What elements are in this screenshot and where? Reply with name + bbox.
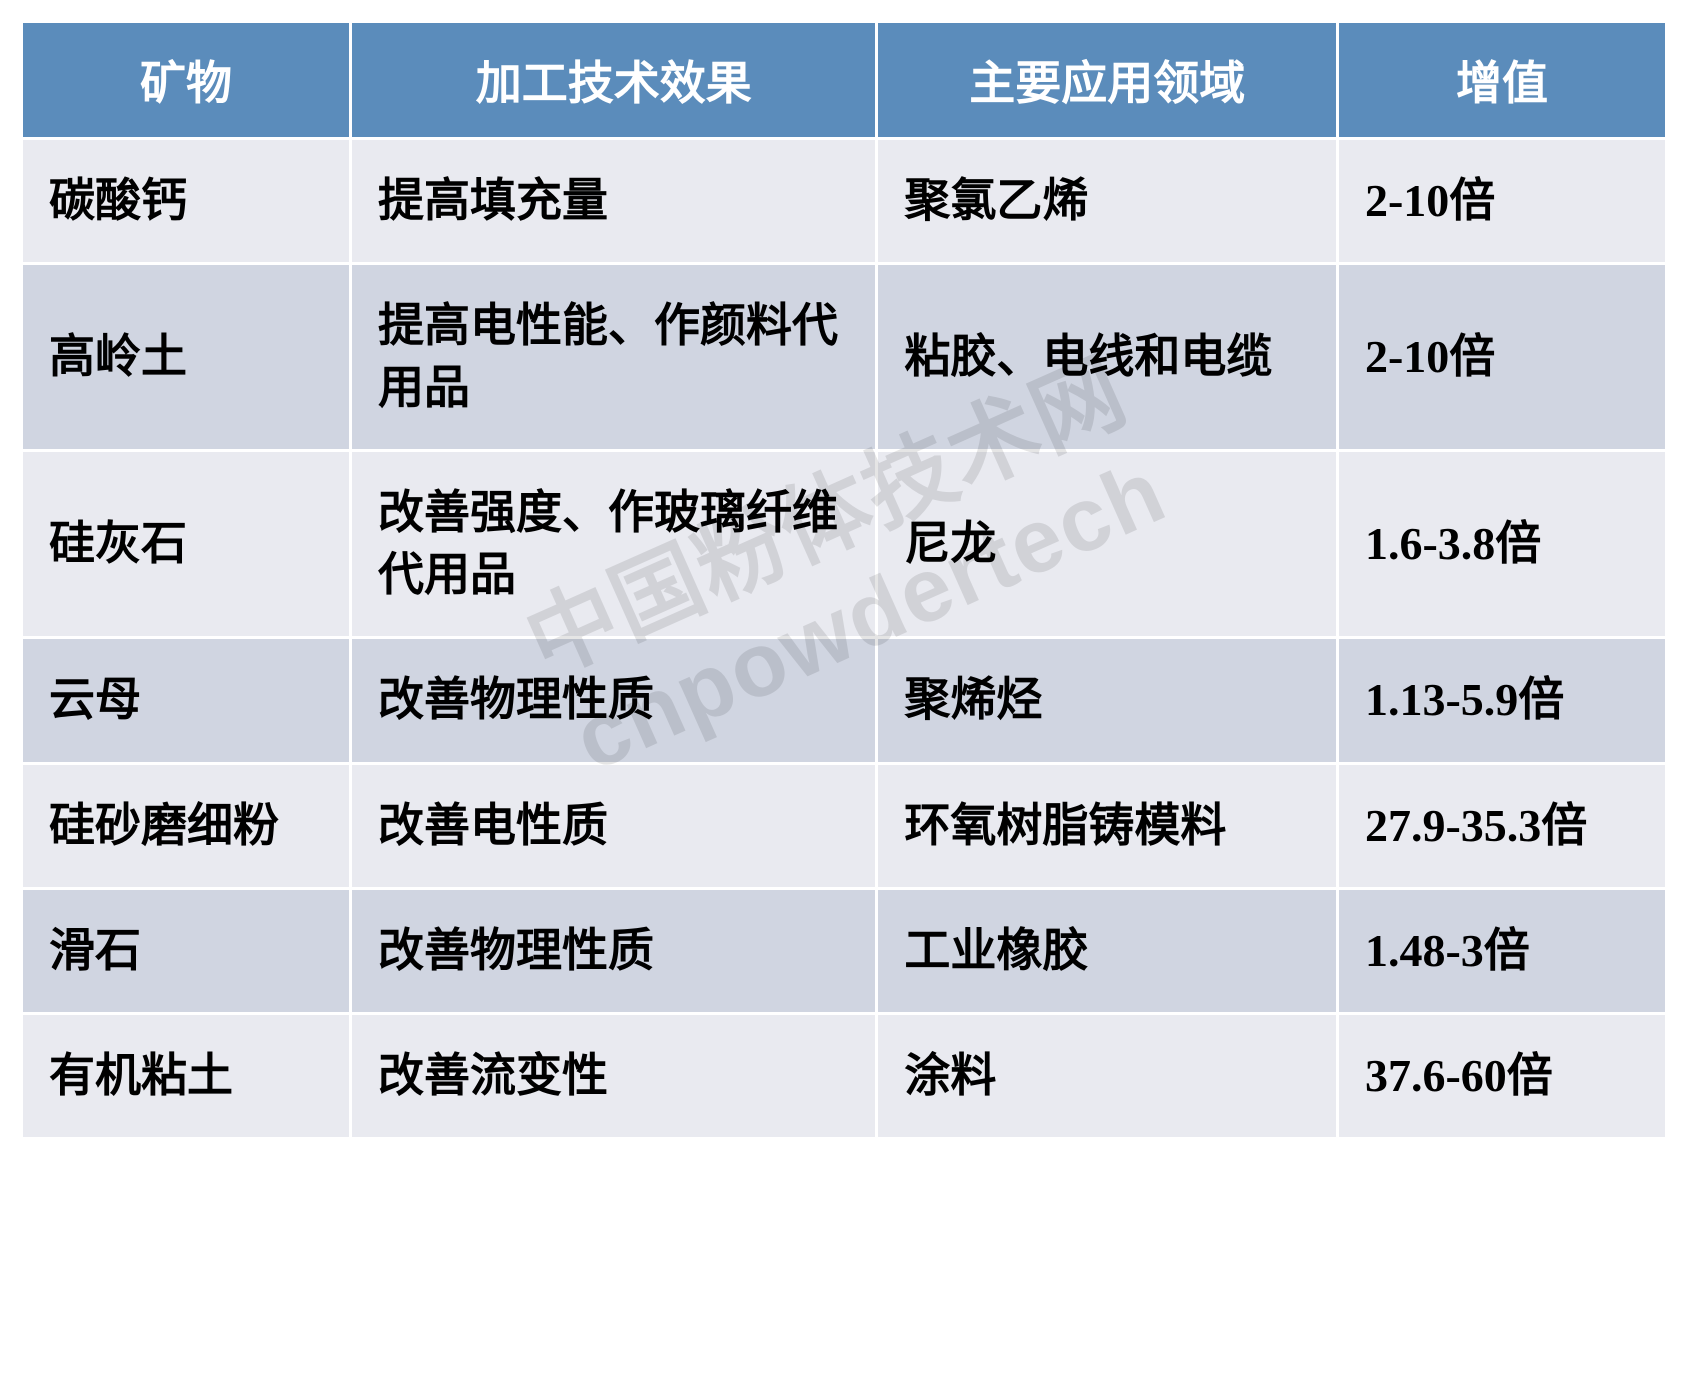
table-row: 有机粘土 改善流变性 涂料 37.6-60倍 [22, 1013, 1667, 1138]
table-row: 碳酸钙 提高填充量 聚氯乙烯 2-10倍 [22, 139, 1667, 264]
header-added-value: 增值 [1337, 22, 1666, 139]
header-process-effect: 加工技术效果 [351, 22, 877, 139]
cell-application: 涂料 [877, 1013, 1338, 1138]
cell-mineral: 高岭土 [22, 264, 351, 451]
cell-mineral: 有机粘土 [22, 1013, 351, 1138]
cell-added-value: 2-10倍 [1337, 139, 1666, 264]
cell-application: 尼龙 [877, 451, 1338, 638]
table-row: 高岭土 提高电性能、作颜料代用品 粘胶、电线和电缆 2-10倍 [22, 264, 1667, 451]
cell-application: 粘胶、电线和电缆 [877, 264, 1338, 451]
cell-added-value: 1.13-5.9倍 [1337, 638, 1666, 763]
table-row: 滑石 改善物理性质 工业橡胶 1.48-3倍 [22, 888, 1667, 1013]
cell-application: 聚氯乙烯 [877, 139, 1338, 264]
cell-added-value: 2-10倍 [1337, 264, 1666, 451]
cell-process-effect: 提高电性能、作颜料代用品 [351, 264, 877, 451]
cell-process-effect: 改善强度、作玻璃纤维代用品 [351, 451, 877, 638]
header-row: 矿物 加工技术效果 主要应用领域 增值 [22, 22, 1667, 139]
cell-mineral: 硅灰石 [22, 451, 351, 638]
cell-mineral: 硅砂磨细粉 [22, 763, 351, 888]
cell-added-value: 1.6-3.8倍 [1337, 451, 1666, 638]
cell-mineral: 滑石 [22, 888, 351, 1013]
cell-added-value: 37.6-60倍 [1337, 1013, 1666, 1138]
table-row: 云母 改善物理性质 聚烯烃 1.13-5.9倍 [22, 638, 1667, 763]
cell-mineral: 云母 [22, 638, 351, 763]
cell-added-value: 1.48-3倍 [1337, 888, 1666, 1013]
cell-application: 环氧树脂铸模料 [877, 763, 1338, 888]
table-row: 硅灰石 改善强度、作玻璃纤维代用品 尼龙 1.6-3.8倍 [22, 451, 1667, 638]
table-body: 碳酸钙 提高填充量 聚氯乙烯 2-10倍 高岭土 提高电性能、作颜料代用品 粘胶… [22, 139, 1667, 1139]
table-head: 矿物 加工技术效果 主要应用领域 增值 [22, 22, 1667, 139]
cell-process-effect: 改善物理性质 [351, 888, 877, 1013]
cell-application: 聚烯烃 [877, 638, 1338, 763]
header-mineral: 矿物 [22, 22, 351, 139]
cell-process-effect: 改善流变性 [351, 1013, 877, 1138]
cell-added-value: 27.9-35.3倍 [1337, 763, 1666, 888]
minerals-table: 矿物 加工技术效果 主要应用领域 增值 碳酸钙 提高填充量 聚氯乙烯 2-10倍… [20, 20, 1668, 1140]
cell-process-effect: 改善电性质 [351, 763, 877, 888]
table-container: 矿物 加工技术效果 主要应用领域 增值 碳酸钙 提高填充量 聚氯乙烯 2-10倍… [20, 20, 1668, 1140]
cell-mineral: 碳酸钙 [22, 139, 351, 264]
table-row: 硅砂磨细粉 改善电性质 环氧树脂铸模料 27.9-35.3倍 [22, 763, 1667, 888]
cell-process-effect: 提高填充量 [351, 139, 877, 264]
header-application: 主要应用领域 [877, 22, 1338, 139]
cell-process-effect: 改善物理性质 [351, 638, 877, 763]
cell-application: 工业橡胶 [877, 888, 1338, 1013]
